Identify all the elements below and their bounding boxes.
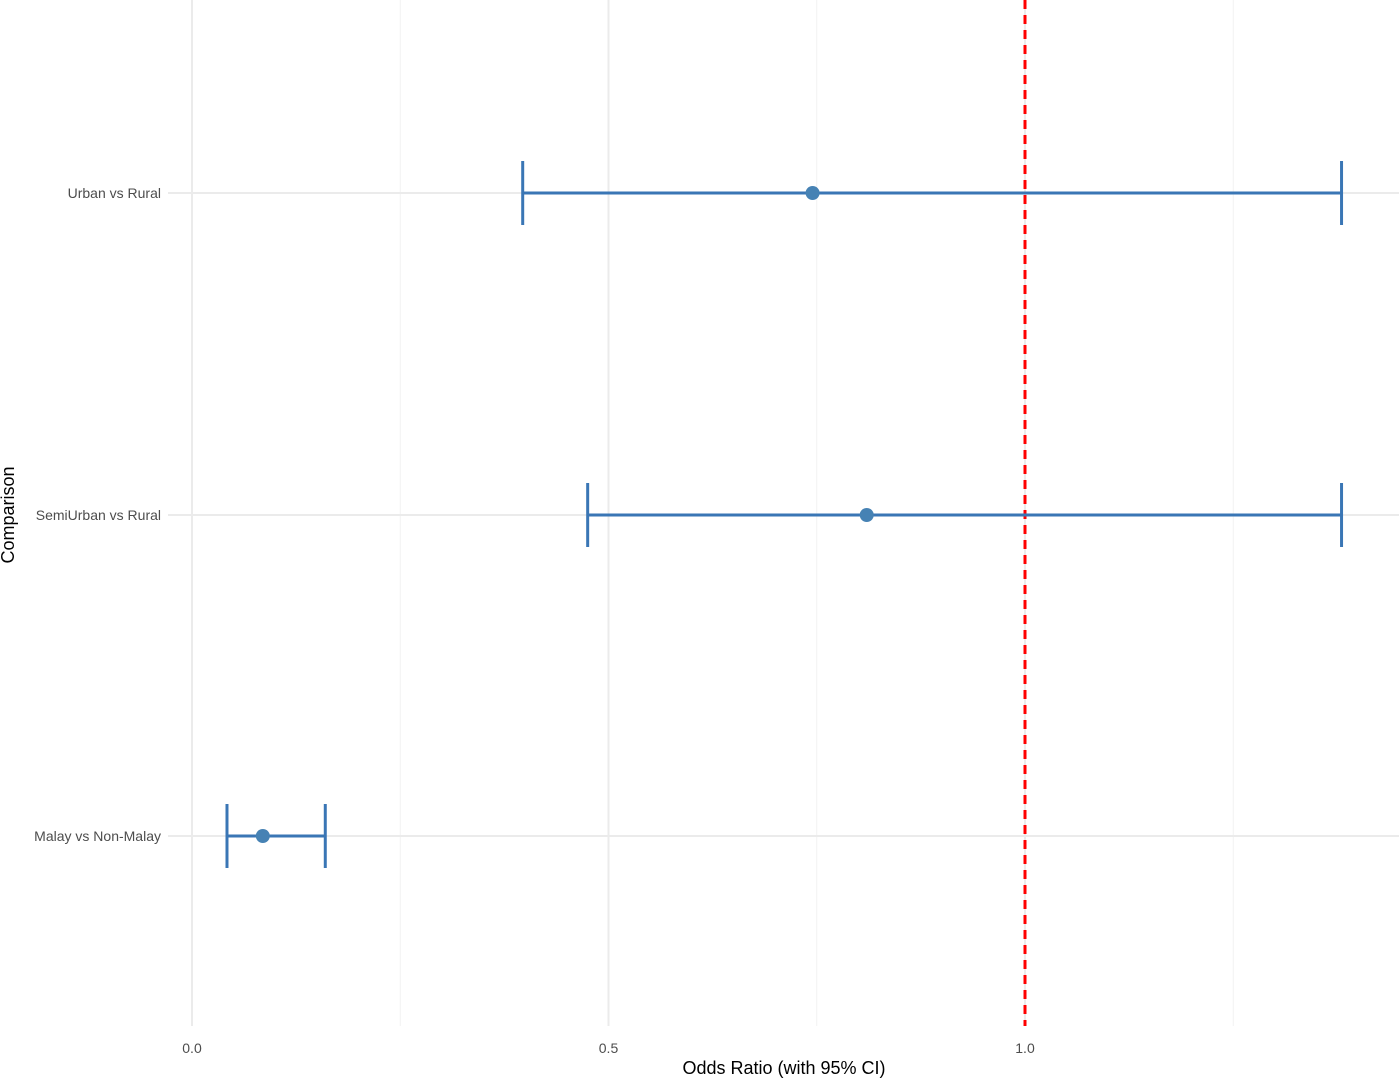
x-tick-labels: 0.0 0.5 1.0: [182, 1040, 1035, 1056]
estimate-point: [805, 186, 820, 200]
estimate-points: [255, 186, 874, 843]
y-tick-labels: Urban vs Rural SemiUrban vs Rural Malay vs…: [34, 185, 161, 844]
y-tick-label: SemiUrban vs Rural: [36, 507, 161, 523]
x-axis-title: Odds Ratio (with 95% CI): [682, 1058, 885, 1078]
y-tick-label: Urban vs Rural: [68, 185, 161, 201]
x-tick-label: 0.5: [599, 1040, 619, 1056]
error-bars: [225, 161, 1344, 868]
x-tick-label: 1.0: [1015, 1040, 1035, 1056]
y-tick-label: Malay vs Non-Malay: [34, 828, 161, 844]
estimate-point: [859, 508, 874, 522]
estimate-point: [255, 829, 270, 843]
error-bar: [521, 161, 1344, 225]
minor-gridlines: [399, 0, 1234, 1026]
x-tick-label: 0.0: [182, 1040, 202, 1056]
y-axis-title: Comparison: [0, 466, 18, 563]
error-bar: [225, 804, 327, 868]
error-bar: [586, 483, 1344, 547]
